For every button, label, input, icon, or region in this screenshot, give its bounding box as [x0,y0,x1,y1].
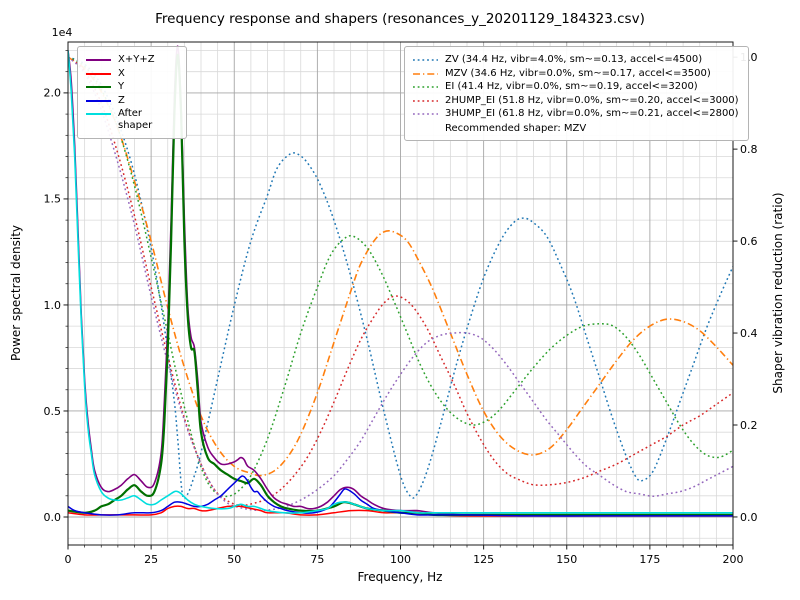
svg-text:75: 75 [310,553,324,566]
svg-text:175: 175 [639,553,660,566]
line-sample-icon [86,113,111,115]
line-sample-icon [86,86,111,88]
legend-item-mzv: MZV (34.6 Hz, vibr=0.0%, sm~=0.17, accel… [412,68,739,80]
line-sample-icon [86,72,111,75]
svg-text:0.0: 0.0 [740,511,758,524]
legend-item-label: Z [118,94,125,106]
svg-text:100: 100 [390,553,411,566]
series-ei [68,56,733,498]
legend-item-label: ZV (34.4 Hz, vibr=4.0%, sm~=0.13, accel<… [445,54,703,65]
svg-text:200: 200 [723,553,744,566]
line-sample-icon [413,59,438,61]
legend-item-label: X [118,67,125,79]
legend-item-label: X+Y+Z [118,54,155,65]
y-left-axis-title: Power spectral density [9,225,23,361]
svg-text:125: 125 [473,553,494,566]
series-after-shaper [68,50,733,514]
svg-text:0.8: 0.8 [740,143,758,156]
y-left-offset-label: 1e4 [52,26,73,39]
legend-item-y: Y [85,81,177,93]
legend-item-zv: ZV (34.4 Hz, vibr=4.0%, sm~=0.13, accel<… [412,54,739,66]
legend-item-ei: EI (41.4 Hz, vibr=0.0%, sm~=0.19, accel<… [412,81,739,93]
series-mzv [68,56,733,477]
series-zv [68,56,733,500]
legend-item-2hump-ei: 2HUMP_EI (51.8 Hz, vibr=0.0%, sm~=0.20, … [412,95,739,107]
recommended-shaper-note: Recommended shaper: MZV [445,122,587,134]
legend-item-label: After shaper [118,108,153,131]
legend-item-label: Y [118,81,125,92]
legend-item-label: MZV (34.6 Hz, vibr=0.0%, sm~=0.17, accel… [445,67,711,79]
svg-text:50: 50 [227,553,241,566]
legend-item-after-shaper: After shaper [85,108,177,131]
legend-item-xyz: X+Y+Z [85,54,177,66]
legend-item-label: 2HUMP_EI (51.8 Hz, vibr=0.0%, sm~=0.20, … [445,94,739,106]
svg-text:1.5: 1.5 [44,193,62,206]
svg-text:25: 25 [144,553,158,566]
legend-item-label: EI (41.4 Hz, vibr=0.0%, sm~=0.19, accel<… [445,81,698,92]
line-sample-icon [86,59,111,61]
svg-text:0.0: 0.0 [44,511,62,524]
line-sample-icon [86,99,111,102]
svg-text:0.5: 0.5 [44,405,62,418]
svg-text:0: 0 [65,553,72,566]
x-axis-title: Frequency, Hz [358,570,443,584]
legend-item-label: 3HUMP_EI (61.8 Hz, vibr=0.0%, sm~=0.21, … [445,108,739,119]
svg-text:2.0: 2.0 [44,87,62,100]
series-x-y-z [68,45,733,516]
svg-text:0.6: 0.6 [740,235,758,248]
legend-item-x: X [85,68,177,80]
series-layer [68,45,733,517]
series-3hump-ei [68,56,733,512]
legend-shapers: ZV (34.4 Hz, vibr=4.0%, sm~=0.13, accel<… [404,46,749,141]
legend-item-3hump-ei: 3HUMP_EI (61.8 Hz, vibr=0.0%, sm~=0.21, … [412,108,739,120]
svg-text:1.0: 1.0 [44,299,62,312]
line-sample-icon [413,113,438,115]
y-right-axis-title: Shaper vibration reduction (ratio) [771,192,785,393]
chart-title: Frequency response and shapers (resonanc… [155,11,645,27]
svg-text:0.4: 0.4 [740,327,758,340]
svg-text:0.2: 0.2 [740,419,758,432]
legend-item-z: Z [85,95,177,107]
legend-psd: X+Y+Z X Y Z After shaper [77,46,187,139]
series-2hump-ei [68,56,733,507]
line-sample-icon [413,99,438,102]
line-sample-icon [413,86,438,88]
svg-text:150: 150 [556,553,577,566]
line-sample-icon [413,72,438,75]
